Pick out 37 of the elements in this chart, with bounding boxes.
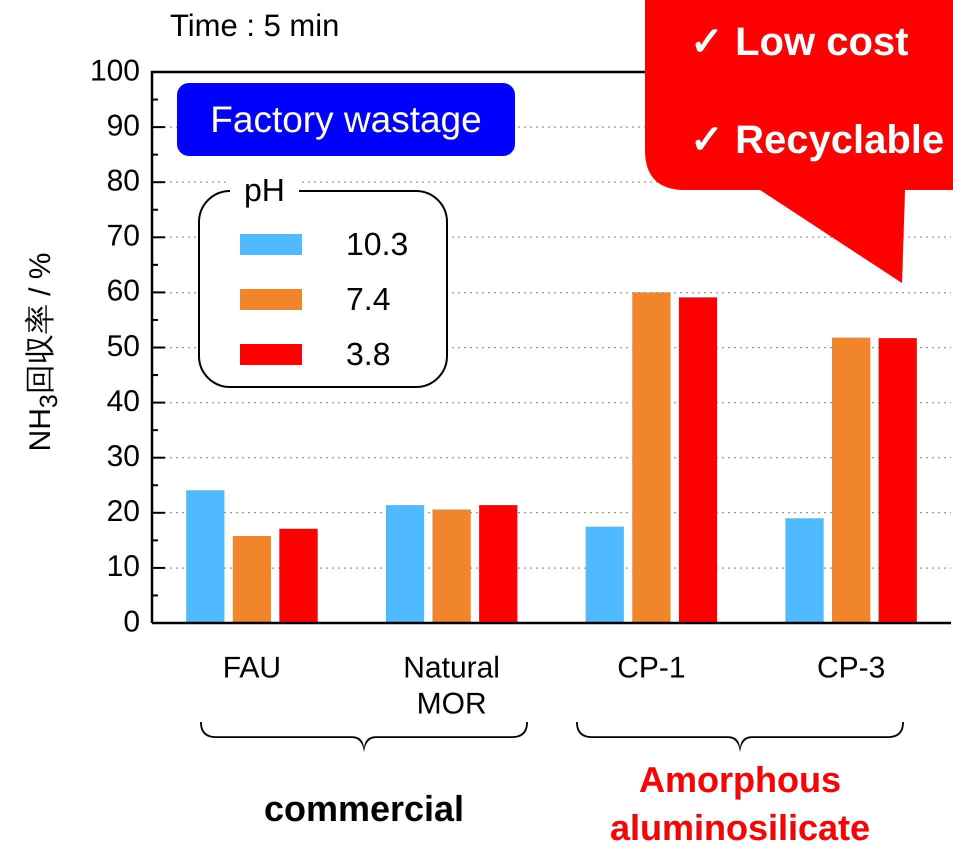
y-tick-label: 0 [123, 605, 140, 638]
y-tick-label: 70 [106, 220, 140, 253]
legend-label: 10.3 [346, 226, 408, 263]
chart-title: Time : 5 min [170, 8, 340, 44]
x-tick-label: Natural MOR [403, 651, 500, 720]
y-tick-label: 20 [106, 495, 140, 528]
bar [479, 505, 518, 622]
bar [832, 338, 870, 622]
text: ✓ Low cost [690, 19, 908, 65]
bar [386, 505, 424, 622]
y-tick-label: 100 [90, 54, 140, 88]
y-tick-label: 90 [106, 109, 140, 142]
bar [186, 490, 224, 622]
bar [432, 509, 471, 622]
y-tick-label: 30 [106, 440, 140, 473]
text: commercial [262, 788, 466, 830]
text: Amorphous aluminosilicate [608, 758, 872, 846]
y-tick-label: 80 [106, 164, 140, 198]
y-tick-label: 50 [106, 330, 140, 363]
x-tick-label: FAU [222, 651, 282, 684]
x-tick-label: CP-1 [617, 651, 686, 684]
bar [785, 518, 824, 622]
y-tick-label: 10 [106, 550, 140, 584]
legend-label: 3.8 [346, 336, 390, 373]
bar [232, 536, 271, 622]
bar [678, 297, 718, 622]
legend-title: pH [230, 172, 299, 209]
bar [279, 528, 318, 622]
legend-label: 7.4 [346, 281, 390, 318]
bar [632, 292, 670, 622]
bar [878, 338, 917, 622]
annotation: ✓ Recyclable [690, 117, 944, 163]
x-tick-label: CP-3 [816, 651, 886, 684]
bar [586, 526, 624, 622]
y-tick-label: 40 [106, 384, 140, 418]
y-tick-label: 60 [106, 274, 140, 308]
annotation: Factory wastage [177, 83, 515, 156]
